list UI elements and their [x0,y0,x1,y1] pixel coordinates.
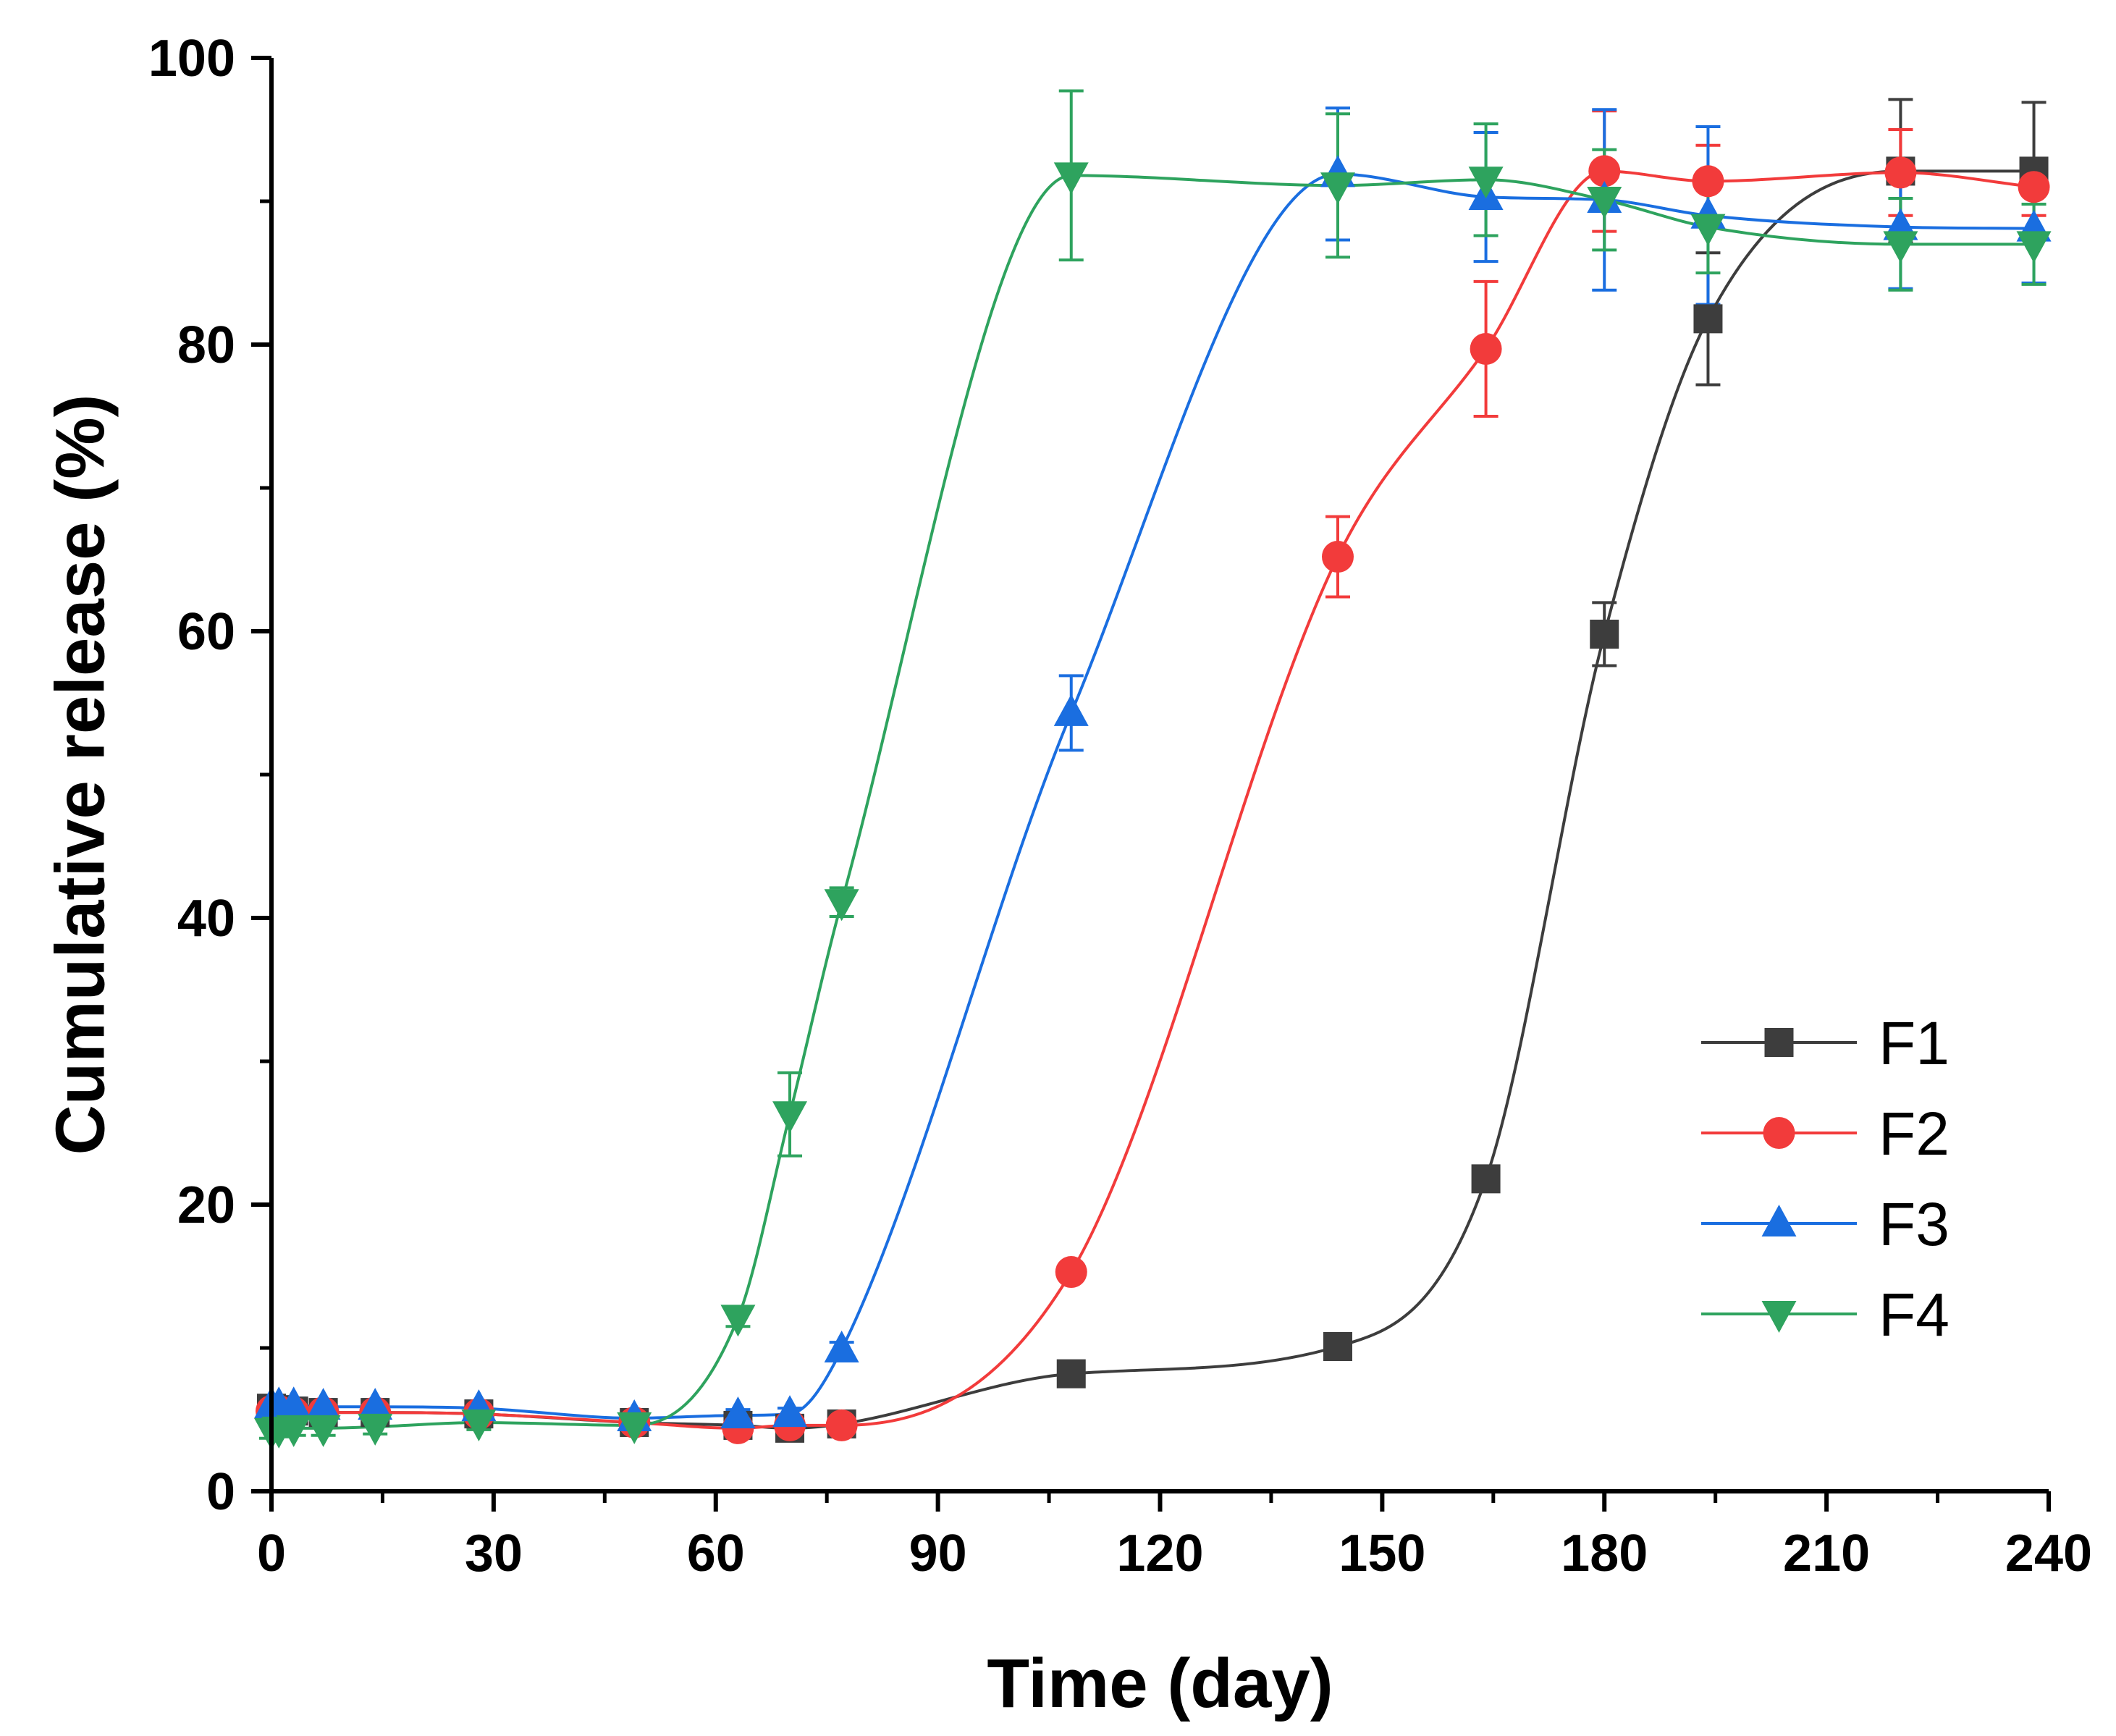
data-point-f4 [824,889,859,922]
legend-marker-f1 [1764,1028,1794,1057]
y-tick-label: 60 [177,603,235,661]
data-point-f1 [1471,1164,1501,1194]
y-axis-title: Cumulative release (%) [42,394,119,1155]
legend-marker-f2 [1763,1117,1795,1149]
series-line-layer [271,169,2034,1433]
series-line-f2 [271,169,2034,1430]
x-tick-label: 210 [1783,1525,1870,1583]
data-point-f2 [1322,541,1354,573]
series-line-f4 [271,174,2034,1433]
marker-layer [254,155,2052,1450]
data-point-f4 [1468,167,1504,199]
legend-marker-f3 [1761,1205,1797,1236]
data-point-f3 [772,1395,808,1428]
data-point-f2 [1470,332,1502,365]
legend-marker-f4 [1761,1301,1797,1333]
legend-label-f2: F2 [1879,1100,1949,1168]
x-tick-label: 240 [2005,1525,2092,1583]
data-point-f4 [276,1415,311,1447]
legend-label-f4: F4 [1879,1281,1949,1349]
legend: F1 F2 F3 F4 [1701,1009,1949,1349]
data-point-f4 [1883,231,1918,264]
data-point-f4 [1053,162,1089,195]
axes [269,58,2049,1493]
data-point-f3 [276,1386,311,1419]
y-tick-label: 20 [177,1176,235,1234]
data-point-f4 [617,1412,652,1444]
legend-item-f4: F4 [1701,1281,1949,1349]
data-point-f3 [1053,694,1089,726]
x-axis-title: Time (day) [987,1645,1333,1722]
data-point-f2 [825,1409,858,1441]
y-tick-label: 100 [148,30,235,88]
data-point-f2 [1588,155,1621,187]
series-line-f1 [271,169,2034,1430]
x-tick-label: 180 [1561,1525,1648,1583]
y-tick-label: 40 [177,890,235,948]
data-point-f3 [358,1388,393,1420]
x-tick-label: 90 [909,1525,967,1583]
data-point-f3 [720,1396,756,1429]
data-point-f4 [720,1305,756,1337]
x-tick-label: 60 [687,1525,745,1583]
x-tick-label: 0 [257,1525,286,1583]
data-point-f1 [1693,304,1723,334]
data-point-f4 [2016,231,2052,264]
data-point-f1 [1056,1359,1086,1389]
data-point-f3 [824,1330,859,1362]
data-point-f1 [1590,619,1619,649]
data-point-f3 [305,1388,341,1420]
data-point-f4 [772,1101,808,1134]
data-point-f4 [305,1415,341,1447]
data-point-f2 [1055,1256,1087,1289]
y-tick-label: 0 [206,1463,235,1521]
data-point-f1 [1323,1332,1352,1362]
y-tick-label: 80 [177,316,235,374]
data-point-f2 [1692,165,1724,198]
legend-label-f1: F1 [1879,1009,1949,1077]
data-point-f4 [1587,187,1622,219]
tick-layer: 0 30 60 90 120 150 180 210 240 0 20 40 60 80 100 [148,30,2092,1583]
x-tick-label: 30 [465,1525,523,1583]
data-point-f4 [1690,214,1726,246]
data-point-f4 [1320,172,1355,205]
x-tick-label: 150 [1339,1525,1425,1583]
legend-item-f1: F1 [1701,1009,1949,1077]
x-tick-label: 120 [1116,1525,1203,1583]
data-point-f4 [461,1409,497,1441]
legend-item-f2: F2 [1701,1100,1949,1168]
data-point-f4 [358,1413,393,1446]
legend-item-f3: F3 [1701,1190,1949,1258]
legend-label-f3: F3 [1879,1190,1949,1258]
data-point-f2 [1884,156,1917,189]
data-point-f2 [2018,171,2050,203]
